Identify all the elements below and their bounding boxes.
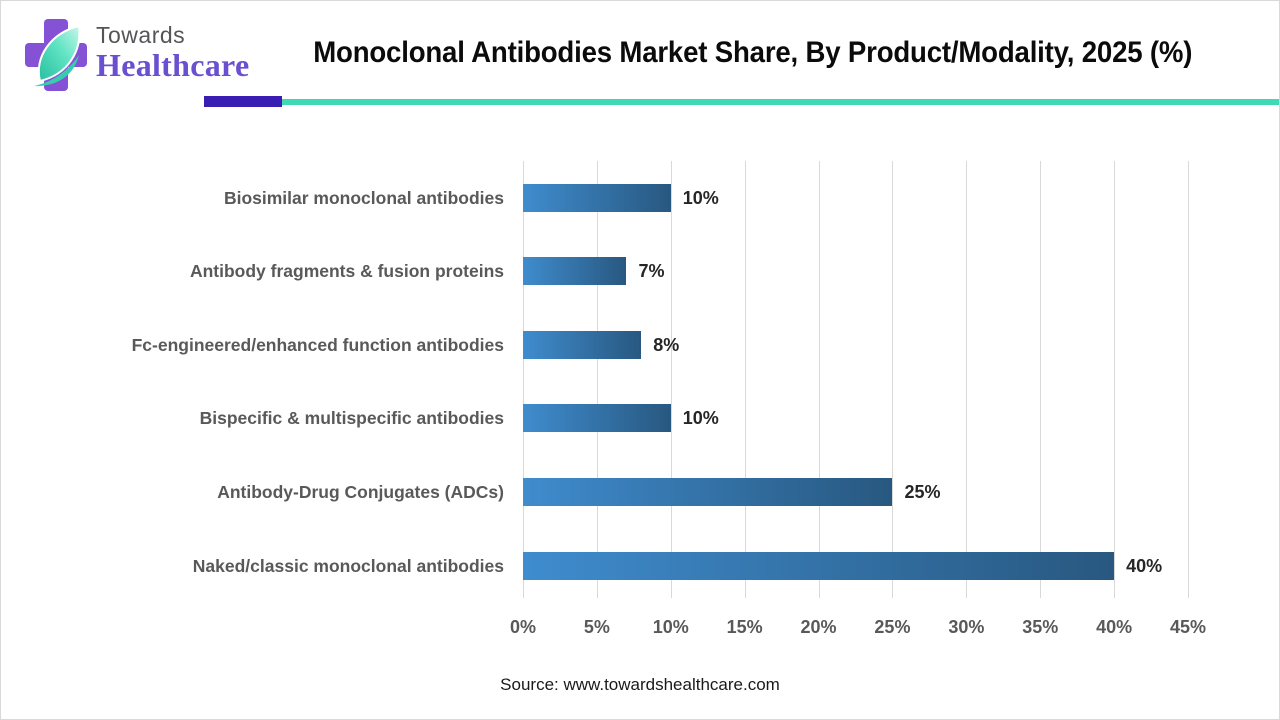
x-axis-tick-label: 15% (726, 617, 763, 637)
value-label: 10% (682, 187, 719, 208)
category-label: Naked/classic monoclonal antibodies (192, 555, 504, 576)
bar (523, 183, 671, 212)
source-text: Source: www.towardshealthcare.com (500, 675, 780, 694)
category-label: Biosimilar monoclonal antibodies (223, 187, 504, 208)
bar (523, 330, 642, 359)
x-axis-tick-label: 35% (1022, 617, 1059, 637)
logo-text-towards: Towards (96, 22, 186, 48)
gridline (1040, 161, 1042, 598)
cross-leaf-logo-icon (25, 19, 87, 91)
x-axis-tick-label: 20% (800, 617, 837, 637)
header-rule-teal-line (282, 99, 1279, 105)
x-axis-tick-label: 40% (1096, 617, 1133, 637)
header-rule-indigo-segment (204, 96, 282, 107)
x-axis-tick-label: 0% (509, 617, 536, 637)
value-label: 8% (653, 334, 680, 355)
gridline (670, 161, 672, 598)
gridline (818, 161, 820, 598)
value-label: 7% (638, 261, 665, 282)
category-label: Antibody-Drug Conjugates (ADCs) (217, 481, 504, 502)
x-axis-tick-label: 25% (874, 617, 911, 637)
gridline (744, 161, 746, 598)
value-label: 25% (904, 481, 941, 502)
bar (523, 477, 893, 506)
bar (523, 257, 627, 286)
gridline (523, 161, 524, 598)
x-axis-tick-label: 30% (948, 617, 985, 637)
gridline (1188, 161, 1189, 598)
category-label: Fc-engineered/enhanced function antibodi… (131, 334, 504, 355)
category-label: Bispecific & multispecific antibodies (199, 408, 504, 429)
logo-text-healthcare: Healthcare (96, 47, 250, 83)
bar (523, 551, 1115, 580)
x-axis-tick-label: 10% (652, 617, 689, 637)
chart-title: Monoclonal Antibodies Market Share, By P… (313, 36, 1193, 69)
gridline (596, 161, 598, 598)
header: Monoclonal Antibodies Market Share, By P… (241, 29, 1265, 77)
x-axis-tick-label: 5% (583, 617, 610, 637)
towards-healthcare-logo: Towards Healthcare (25, 17, 249, 93)
x-axis-tick-label: 45% (1169, 617, 1207, 637)
bar (523, 404, 671, 433)
gridline (1114, 161, 1116, 598)
gridline (892, 161, 894, 598)
value-label: 40% (1126, 555, 1163, 576)
gridline (966, 161, 968, 598)
value-label: 10% (682, 408, 719, 429)
category-label: Antibody fragments & fusion proteins (189, 261, 504, 282)
